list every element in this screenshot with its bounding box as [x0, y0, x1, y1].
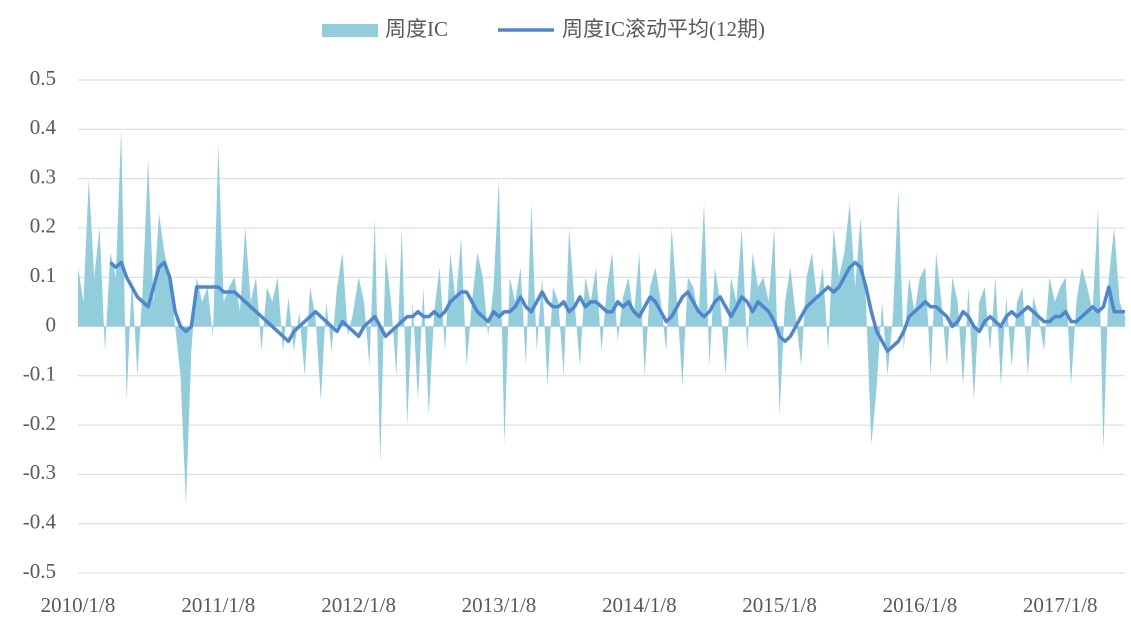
- legend: 周度IC 周度IC滚动平均(12期): [322, 17, 765, 41]
- legend-label: 周度IC滚动平均(12期): [562, 17, 765, 41]
- ma-line: [109, 260, 1125, 353]
- y-tick-label: -0.4: [23, 510, 57, 534]
- y-tick-label: 0.3: [30, 164, 56, 188]
- x-tick-label: 2015/1/8: [742, 593, 817, 617]
- y-tick-label: -0.2: [23, 411, 56, 435]
- x-tick-label: 2012/1/8: [321, 593, 396, 617]
- y-tick-label: 0.1: [30, 263, 56, 287]
- x-tick-label: 2017/1/8: [1023, 593, 1098, 617]
- ic-area: [78, 129, 1125, 504]
- x-tick-label: 2010/1/8: [41, 593, 116, 617]
- y-tick-label: -0.5: [23, 559, 56, 583]
- y-tick-label: 0: [46, 312, 57, 336]
- y-tick-label: -0.1: [23, 362, 56, 386]
- legend-label: 周度IC: [385, 17, 448, 41]
- y-tick-label: 0.4: [30, 115, 57, 139]
- x-tick-label: 2014/1/8: [602, 593, 677, 617]
- x-tick-label: 2011/1/8: [181, 593, 255, 617]
- y-tick-label: -0.3: [23, 460, 56, 484]
- x-tick-label: 2013/1/8: [462, 593, 537, 617]
- y-tick-label: 0.5: [30, 66, 56, 90]
- legend-swatch: [322, 24, 378, 37]
- x-tick-label: 2016/1/8: [883, 593, 958, 617]
- y-tick-label: 0.2: [30, 214, 56, 238]
